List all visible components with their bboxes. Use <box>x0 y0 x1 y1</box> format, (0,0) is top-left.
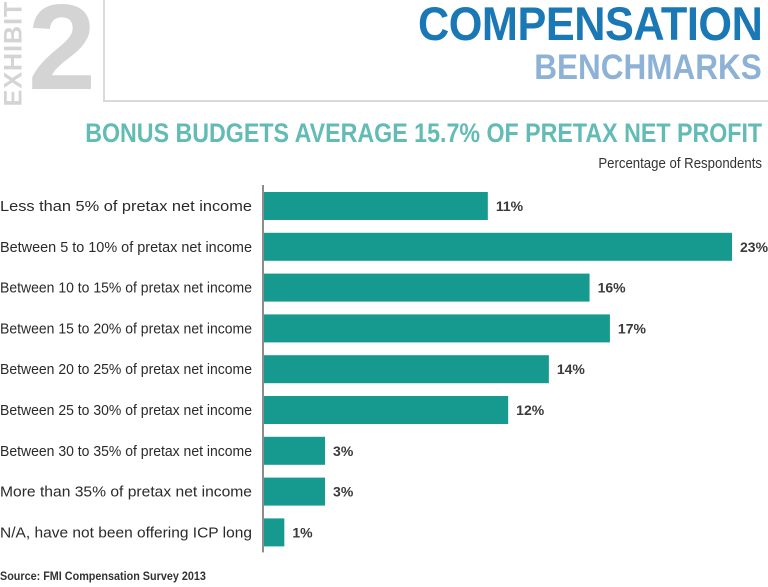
value-label: 3% <box>333 443 354 459</box>
bar <box>264 436 326 465</box>
value-label: 16% <box>598 280 627 296</box>
header-divider-vertical <box>103 0 105 102</box>
exhibit-label: EXHIBIT <box>0 0 28 106</box>
category-label: Between 10 to 15% of pretax net income <box>0 281 252 297</box>
category-label: N/A, have not been offering ICP long <box>0 525 252 541</box>
bar <box>264 355 549 384</box>
category-label: Between 5 to 10% of pretax net income <box>0 240 252 256</box>
chart-title: BONUS BUDGETS AVERAGE 15.7% OF PRETAX NE… <box>85 118 762 148</box>
category-label: Less than 5% of pretax net income <box>0 199 252 215</box>
bar-chart: Less than 5% of pretax net income 11% Betw… <box>0 185 768 553</box>
value-label: 23% <box>740 239 768 255</box>
page-title: COMPENSATION <box>417 0 763 50</box>
bar <box>264 192 488 220</box>
source-note: Source: FMI Compensation Survey 2013 <box>0 569 206 583</box>
value-label: 1% <box>292 524 313 540</box>
category-label: More than 35% of pretax net income <box>0 485 252 501</box>
bar <box>264 518 285 547</box>
category-label: Between 30 to 35% of pretax net income <box>0 444 252 460</box>
value-label: 12% <box>516 402 545 418</box>
bar <box>264 396 509 424</box>
chart-subtitle: Percentage of Respondents <box>598 155 762 172</box>
category-label: Between 15 to 20% of pretax net income <box>0 321 252 337</box>
bar <box>264 314 610 343</box>
bar <box>264 477 326 506</box>
exhibit-label-text: EXHIBIT <box>0 0 28 106</box>
category-label: Between 20 to 25% of pretax net income <box>0 362 252 378</box>
value-label: 11% <box>496 198 524 214</box>
value-label: 17% <box>618 320 647 336</box>
exhibit-number: 2 <box>28 0 96 115</box>
bar <box>264 232 732 261</box>
bar <box>264 273 590 302</box>
value-label: 14% <box>557 361 586 377</box>
value-label: 3% <box>333 484 354 500</box>
category-label: Between 25 to 30% of pretax net income <box>0 403 252 419</box>
header-divider-horizontal <box>103 100 768 102</box>
page-subtitle: BENCHMARKS <box>534 48 762 87</box>
